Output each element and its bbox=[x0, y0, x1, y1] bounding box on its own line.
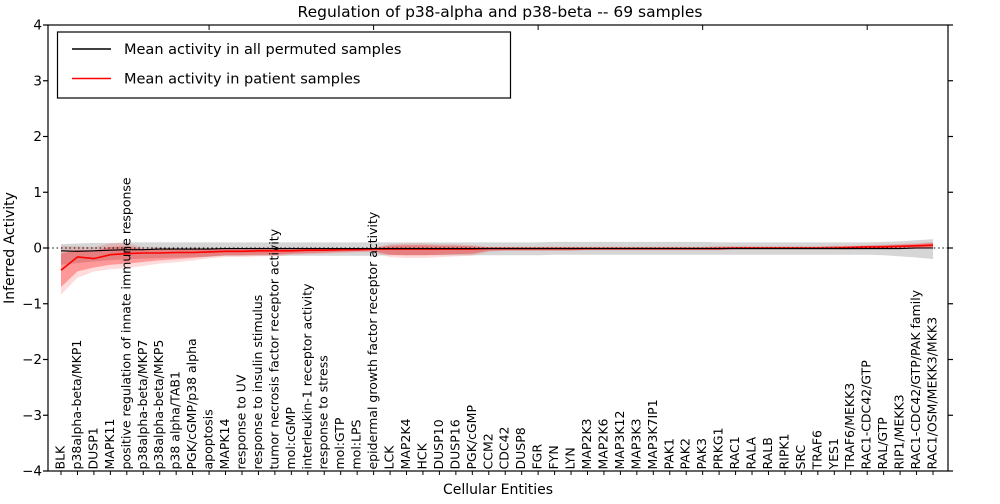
y-tick-label: −3 bbox=[22, 408, 42, 424]
x-category-label: epidermal growth factor receptor activit… bbox=[365, 211, 380, 469]
x-category-label: MAP3K7IP1 bbox=[645, 399, 660, 469]
x-category-label: response to stress bbox=[316, 355, 331, 469]
x-category-label: MAP2K6 bbox=[595, 418, 610, 469]
x-category-label: TRAF6/MEKK3 bbox=[842, 383, 857, 471]
patient-band bbox=[61, 243, 933, 287]
x-category-label: positive regulation of innate immune res… bbox=[118, 177, 133, 469]
x-category-label: MAPK11 bbox=[102, 419, 117, 470]
x-category-label: MAP2K4 bbox=[398, 418, 413, 469]
x-category-label: PGK/cGMP bbox=[464, 405, 479, 470]
x-category-label: mol:LPS bbox=[349, 419, 364, 469]
x-category-label: PGK/cGMP/p38 alpha bbox=[184, 338, 199, 469]
x-category-label: mol:cGMP bbox=[283, 407, 298, 470]
x-axis-label: Cellular Entities bbox=[443, 482, 553, 498]
y-tick-label: 2 bbox=[33, 129, 42, 145]
x-category-label: apoptosis bbox=[201, 409, 216, 469]
y-tick-label: 1 bbox=[33, 185, 42, 201]
legend: Mean activity in all permuted samples Me… bbox=[56, 31, 512, 99]
x-category-label: TRAF6 bbox=[809, 430, 824, 471]
y-tick-label: 3 bbox=[33, 73, 42, 89]
x-category-label: HCK bbox=[414, 442, 429, 469]
y-axis-label: Inferred Activity bbox=[2, 192, 18, 304]
x-category-label: RAL/GTP bbox=[875, 417, 890, 470]
x-category-label: mol:GTP bbox=[332, 417, 347, 469]
y-tick-label: −2 bbox=[22, 352, 42, 368]
x-category-label: MAP3K12 bbox=[612, 411, 627, 470]
y-tick-label: 0 bbox=[33, 241, 42, 257]
chart-title: Regulation of p38-alpha and p38-beta -- … bbox=[298, 3, 703, 21]
x-category-label: RALB bbox=[760, 437, 775, 469]
x-category-label: PAK1 bbox=[661, 438, 676, 469]
x-category-label: MAPK14 bbox=[217, 418, 232, 469]
x-category-label: FYN bbox=[546, 445, 561, 469]
x-category-label: RIP1/MEKK3 bbox=[892, 394, 907, 469]
x-category-label: SRC bbox=[793, 445, 808, 470]
x-category-label: interleukin-1 receptor activity bbox=[299, 283, 314, 470]
y-tick-label: −1 bbox=[22, 296, 42, 312]
x-category-label: DUSP8 bbox=[513, 427, 528, 469]
x-category-label: p38alpha-beta/MKP1 bbox=[69, 340, 84, 470]
x-category-label: p38alpha-beta/MKP5 bbox=[151, 340, 166, 470]
x-category-label: p38alpha-beta/MKP7 bbox=[135, 340, 150, 470]
permuted-mean-line bbox=[60, 247, 933, 252]
plot-area: BLK p38alpha-beta/MKP1 DUSP1 MAPK11 positive… bbox=[22, 18, 953, 480]
x-category-label: BLK bbox=[53, 445, 68, 470]
x-category-label: RAC1-CDC42/GTP/PAK family bbox=[908, 289, 923, 469]
x-category-label: LCK bbox=[382, 445, 397, 470]
y-tick-label: −4 bbox=[22, 464, 42, 480]
x-category-label: CCM2 bbox=[480, 433, 495, 469]
x-category-label: tumor necrosis factor receptor activity bbox=[266, 228, 281, 469]
legend-label-permuted: Mean activity in all permuted samples bbox=[124, 42, 401, 58]
x-category-label: DUSP1 bbox=[85, 427, 100, 469]
legend-box bbox=[56, 31, 512, 99]
x-category-label: MAP2K3 bbox=[579, 419, 594, 470]
patient-band-outer bbox=[61, 242, 933, 295]
x-category-label: DUSP16 bbox=[447, 419, 462, 469]
x-category-label: p38 alpha/TAB1 bbox=[168, 371, 183, 469]
x-category-label: RAC1-CDC42/GTP bbox=[859, 360, 874, 470]
legend-label-patient: Mean activity in patient samples bbox=[124, 72, 360, 88]
x-category-label: LYN bbox=[563, 447, 578, 469]
x-category-label: RIPK1 bbox=[776, 433, 791, 469]
x-category-label: DUSP10 bbox=[431, 419, 446, 469]
x-category-label: response to UV bbox=[233, 374, 248, 469]
x-category-label: RAC1 bbox=[727, 436, 742, 469]
x-category-label: CDC42 bbox=[497, 426, 512, 469]
x-category-label: PAK2 bbox=[678, 438, 693, 469]
permuted-band bbox=[61, 239, 933, 265]
x-category-label: response to insulin stimulus bbox=[250, 295, 265, 470]
x-category-label: FGR bbox=[530, 444, 545, 470]
y-tick-label: 4 bbox=[33, 18, 42, 34]
x-category-label: YES1 bbox=[826, 438, 841, 470]
x-category-label: PAK3 bbox=[694, 438, 709, 469]
x-category-label: PRKG1 bbox=[711, 427, 726, 469]
x-category-label: MAP3K3 bbox=[628, 419, 643, 470]
x-category-label: RALA bbox=[744, 437, 759, 470]
x-category-label: RAC1/OSM/MEKK3/MKK3 bbox=[925, 317, 940, 470]
